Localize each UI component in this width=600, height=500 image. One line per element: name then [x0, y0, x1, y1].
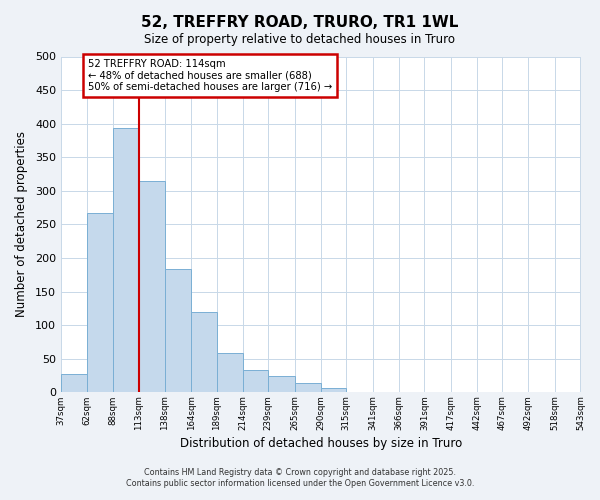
Bar — [242, 370, 268, 392]
Bar — [139, 182, 164, 392]
Bar — [321, 388, 346, 392]
Text: 52 TREFFRY ROAD: 114sqm
← 48% of detached houses are smaller (688)
50% of semi-d: 52 TREFFRY ROAD: 114sqm ← 48% of detache… — [88, 58, 332, 92]
Bar — [191, 312, 217, 392]
Y-axis label: Number of detached properties: Number of detached properties — [15, 132, 28, 318]
Text: Size of property relative to detached houses in Truro: Size of property relative to detached ho… — [145, 32, 455, 46]
Bar — [295, 383, 321, 392]
Bar — [113, 128, 139, 392]
Bar — [268, 376, 295, 392]
Text: Contains HM Land Registry data © Crown copyright and database right 2025.
Contai: Contains HM Land Registry data © Crown c… — [126, 468, 474, 487]
Bar — [164, 269, 191, 392]
Bar — [217, 354, 242, 393]
Bar — [86, 213, 113, 392]
Text: 52, TREFFRY ROAD, TRURO, TR1 1WL: 52, TREFFRY ROAD, TRURO, TR1 1WL — [142, 15, 458, 30]
Bar — [61, 374, 86, 392]
X-axis label: Distribution of detached houses by size in Truro: Distribution of detached houses by size … — [179, 437, 462, 450]
